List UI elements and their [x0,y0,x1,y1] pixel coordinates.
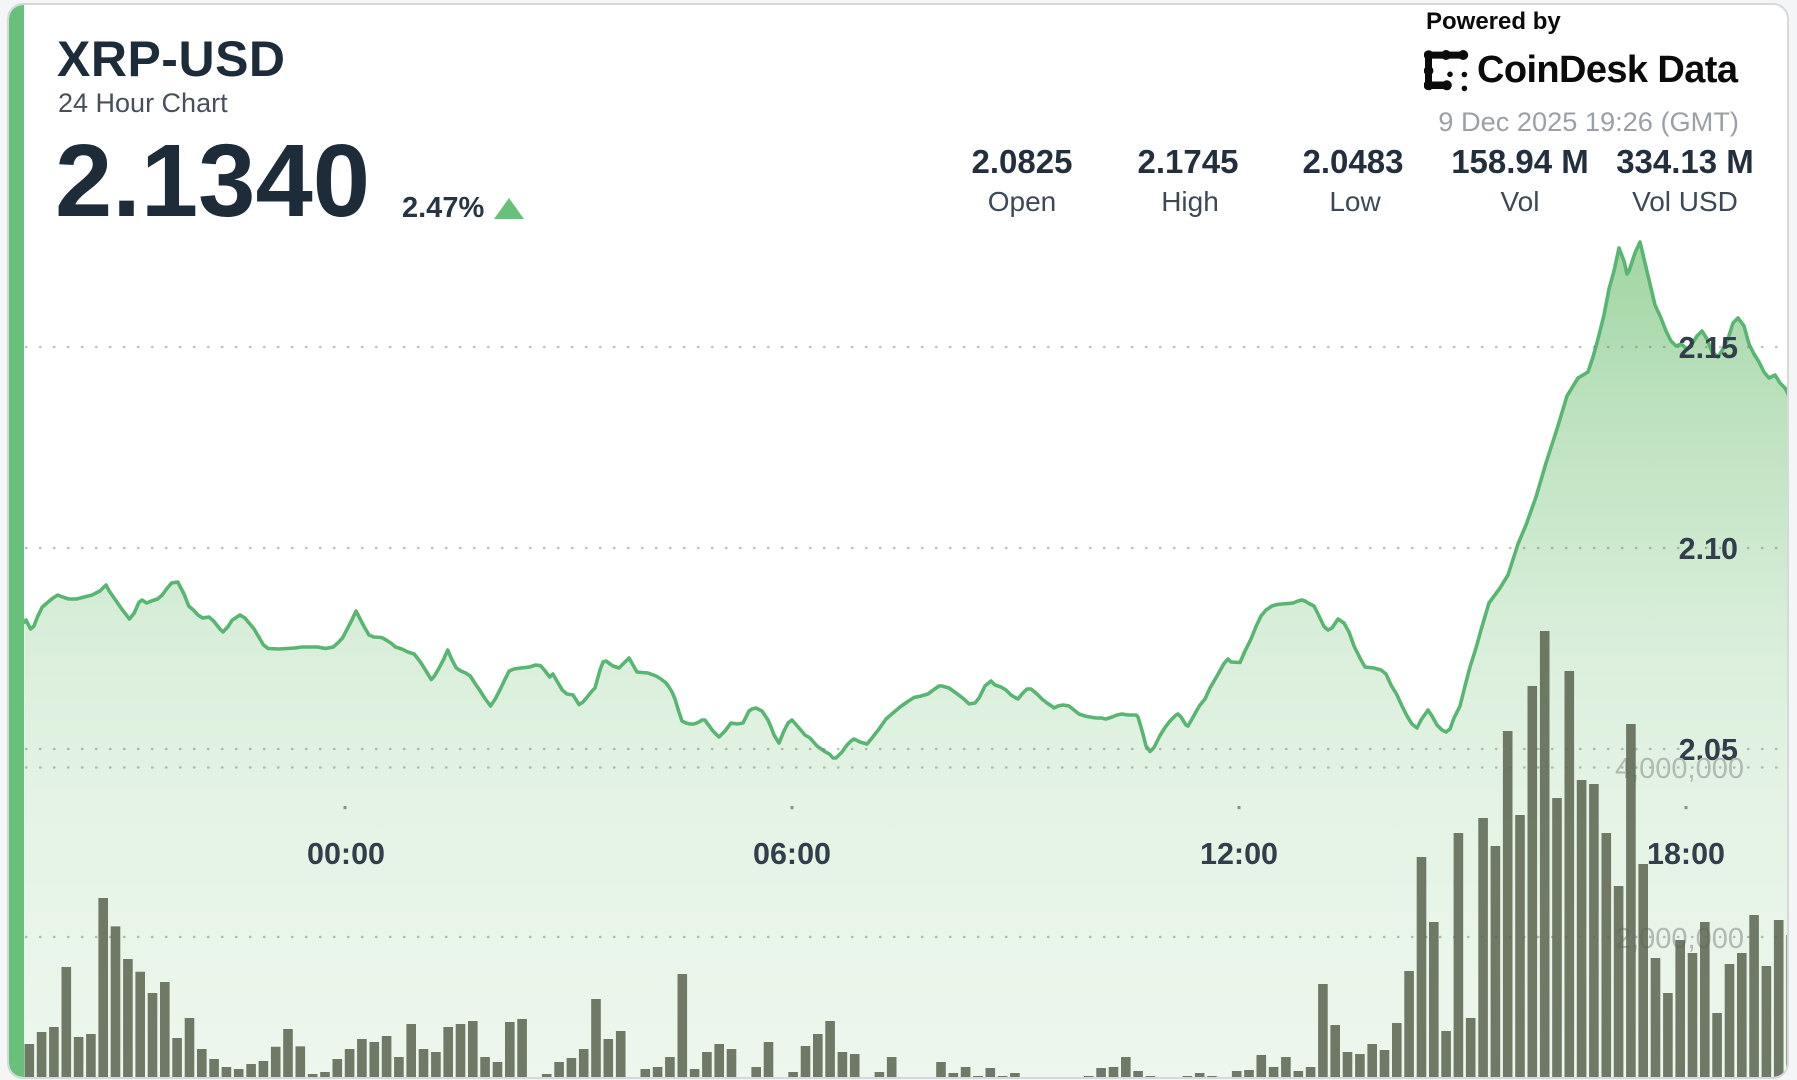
svg-text:12:00: 12:00 [1200,837,1278,871]
svg-text:2.10: 2.10 [1679,532,1738,566]
svg-text:18:00: 18:00 [1647,837,1725,871]
svg-text:00:00: 00:00 [307,837,385,871]
svg-text:06:00: 06:00 [753,837,831,871]
svg-text:2.05: 2.05 [1679,733,1738,767]
svg-text:2.15: 2.15 [1679,331,1738,365]
svg-text:4,000,000: 4,000,000 [1615,753,1744,785]
